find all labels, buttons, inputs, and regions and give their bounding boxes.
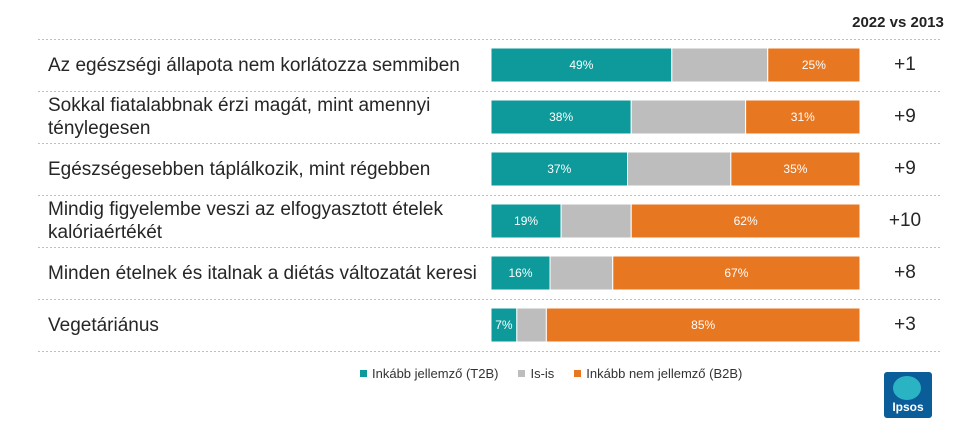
bar-segment-neutral [560,203,632,239]
bar-segment-t2b [490,47,673,83]
legend-item-neutral: Is-is [518,366,554,381]
data-label: 49% [569,58,593,72]
change-value: +3 [894,314,916,335]
bar-segment-t2b [490,203,562,239]
change-value: +8 [894,262,916,283]
comparison-header: 2022 vs 2013 [852,14,944,31]
data-label: 85% [691,318,715,332]
bar-segment-t2b [490,255,551,291]
bar-segment-neutral [516,307,547,343]
legend-label-b2b: Inkább nem jellemző (B2B) [586,366,743,381]
category-label: Az egészségi állapota nem korlátozza sem… [48,54,460,76]
data-label: 37% [547,162,571,176]
ipsos-logo-mark [893,376,921,400]
bar-segment-neutral [627,151,732,187]
legend-swatch-t2b [360,370,367,377]
bar-segment-b2b [730,151,861,187]
change-value: +9 [894,106,916,127]
legend-label-neutral: Is-is [530,366,555,381]
chart-legend: Inkább jellemző (T2B) Is-is Inkább nem j… [360,366,742,381]
bar-segment-b2b [630,203,861,239]
change-value: +10 [888,210,922,231]
legend-item-t2b: Inkább jellemző (T2B) [360,366,498,381]
change-value: +9 [894,158,916,179]
data-label: 35% [783,162,807,176]
category-label: Egészségesebben táplálkozik, mint régebb… [48,158,431,180]
category-label: Mindig figyelembe veszi az elfogyasztott… [48,199,443,243]
data-label: 25% [802,58,826,72]
bar-segment-neutral [549,255,614,291]
bar-segment-b2b [767,47,861,83]
bar-segment-neutral [630,99,747,135]
bar-segment-b2b [612,255,861,291]
legend-swatch-b2b [574,370,582,377]
category-label: Minden ételnek és italnak a diétás válto… [48,262,477,284]
legend-item-b2b: Inkább nem jellemző (B2B) [574,366,742,381]
data-label: 16% [509,266,533,280]
ipsos-logo-text: Ipsos [892,400,924,414]
change-value: +1 [894,54,916,75]
legend-swatch-neutral [518,370,526,377]
data-label: 7% [495,318,513,332]
data-label: 19% [514,214,538,228]
category-label: Sokkal fiatalabbnak érzi magát, mint ame… [48,95,431,139]
bar-segment-b2b [545,307,861,343]
category-label: Vegetáriánus [48,314,159,336]
legend-label-t2b: Inkább jellemző (T2B) [372,366,499,381]
bar-segment-b2b [745,99,861,135]
data-label: 62% [734,214,758,228]
data-label: 67% [724,266,748,280]
bar-segment-neutral [671,47,769,83]
data-label: 38% [549,110,573,124]
data-label: 31% [791,110,815,124]
ipsos-logo: Ipsos [884,372,932,418]
